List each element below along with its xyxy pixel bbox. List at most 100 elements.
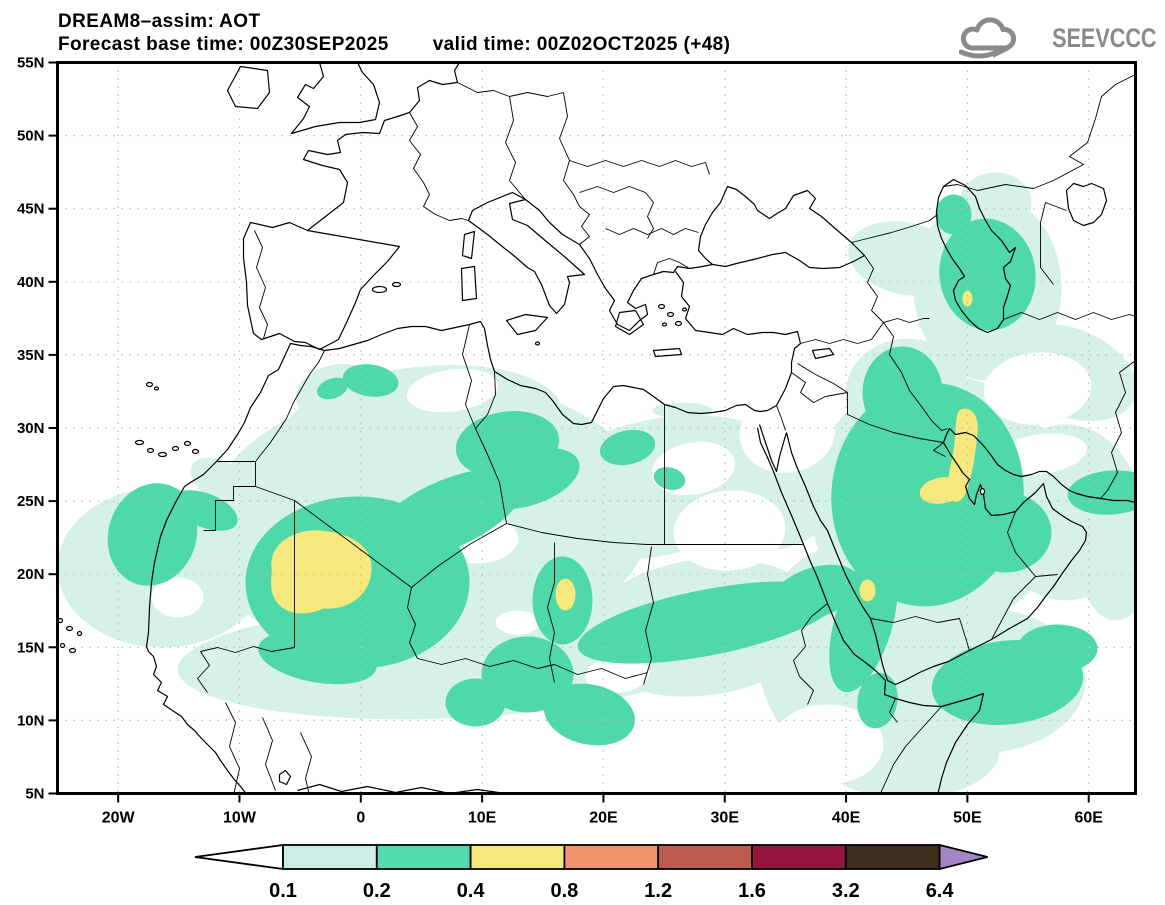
coastline: [278, 769, 292, 786]
coastline: [758, 424, 788, 473]
y-tick-label: 5N: [25, 786, 44, 803]
x-tick-label: 60E: [1074, 810, 1103, 827]
colorbar-label: 0.4: [457, 880, 486, 902]
country-border: [1040, 202, 1067, 285]
country-border: [475, 371, 496, 429]
aot-fill-0.2-0.4: [862, 346, 943, 439]
island: [534, 341, 541, 346]
aot-fill-0.4-0.8: [555, 578, 576, 611]
aot-fill-below-0.1: [739, 392, 836, 473]
x-tick-label: 10E: [468, 810, 497, 827]
map-title: DREAM8–assim: AOT: [58, 11, 261, 32]
country-border: [1003, 312, 1136, 320]
country-border: [475, 428, 507, 524]
colorbar-segment: [563, 844, 660, 870]
country-border: [864, 255, 930, 323]
aot-fill-0.4-0.8: [271, 530, 372, 614]
aot-fill-0.2-0.4: [935, 194, 972, 235]
country-border: [554, 664, 648, 679]
colorbar-label: 1.2: [644, 880, 672, 902]
country-border: [643, 546, 654, 685]
island: [57, 617, 64, 624]
country-border: [300, 732, 312, 794]
country-border-layer: [197, 74, 1136, 794]
island: [153, 386, 160, 391]
coastline: [811, 347, 835, 360]
valid-time: valid time: 00Z02OCT2025 (+48): [432, 34, 731, 55]
country-border: [569, 160, 710, 175]
x-tick-label: 20W: [102, 810, 136, 827]
colorbar-segment: [375, 844, 472, 870]
coastline: [242, 221, 401, 351]
y-tick-label: 45N: [17, 201, 45, 218]
aot-fill-below-0.1: [585, 656, 650, 693]
island: [134, 439, 145, 446]
country-border: [411, 523, 507, 588]
axis-ticks: [48, 61, 1090, 803]
country-border: [776, 405, 786, 431]
country-border: [254, 230, 268, 339]
x-tick-label: 0: [356, 810, 365, 827]
colorbar-segment: [469, 844, 566, 870]
aot-fill-0.2-0.4: [653, 467, 686, 490]
coastline: [302, 62, 461, 231]
coastline: [525, 199, 713, 332]
country-border: [262, 717, 276, 791]
country-border: [457, 82, 564, 97]
coastline: [460, 265, 478, 302]
country-border: [200, 646, 295, 653]
country-border: [800, 322, 884, 344]
island: [674, 320, 683, 327]
header: DREAM8–assim: AOT Forecast base time: 00…: [58, 10, 730, 56]
country-border: [991, 574, 1058, 640]
axis-labels: 20W 10W 0 10E 20E 30E 40E 50E 60E 55N 50N 45N 40N 35N…: [17, 55, 1103, 827]
x-tick-label: 30E: [711, 810, 740, 827]
cloud-arrow-logo-icon: [959, 17, 1017, 59]
country-border: [851, 214, 938, 243]
colorbar-label: 0.2: [363, 880, 391, 902]
aot-fill-0.2-0.4: [445, 678, 506, 727]
aot-fill-0.2-0.4: [258, 630, 377, 685]
country-border: [879, 706, 942, 794]
colorbar-label: 0.8: [550, 880, 578, 902]
aot-fill-0.4-0.8: [919, 477, 964, 504]
island: [391, 281, 402, 288]
aot-fill-0.4-0.8: [947, 408, 978, 502]
aot-fill-0.1-0.2: [959, 172, 1032, 233]
coastline: [697, 185, 866, 270]
x-tick-label: 10W: [223, 810, 257, 827]
y-tick-label: 30N: [17, 420, 45, 437]
island: [157, 451, 168, 458]
country-border: [255, 350, 325, 462]
country-border: [559, 92, 590, 245]
island: [59, 642, 66, 649]
colorbar-segment: [657, 844, 753, 870]
island: [65, 625, 74, 632]
aot-fill-below-0.1: [673, 490, 786, 571]
aot-fill-below-0.1: [406, 368, 499, 413]
y-tick-label: 10N: [17, 712, 45, 729]
island: [661, 322, 668, 327]
country-border: [933, 442, 946, 457]
colorbar-segment: [844, 844, 941, 870]
logo-text: SEEVCCC: [1052, 22, 1157, 53]
aot-fill-0.4-0.8: [962, 290, 973, 307]
island: [191, 448, 200, 455]
y-tick-label: 35N: [17, 347, 45, 364]
aot-fill-0.2-0.4: [771, 564, 860, 621]
coastline: [785, 427, 1136, 686]
coastline: [1065, 182, 1108, 227]
coastline: [226, 65, 271, 110]
country-border: [579, 186, 654, 239]
island: [68, 647, 77, 654]
x-tick-label: 40E: [832, 810, 861, 827]
country-border: [847, 392, 944, 443]
country-border: [793, 603, 828, 677]
aot-fill-below-0.1: [495, 610, 540, 635]
country-border: [255, 486, 295, 501]
aot-fill-0.4-0.8: [859, 579, 876, 602]
country-border: [797, 363, 848, 393]
island: [145, 381, 154, 388]
country-border: [889, 698, 898, 723]
y-tick-label: 55N: [17, 55, 45, 72]
